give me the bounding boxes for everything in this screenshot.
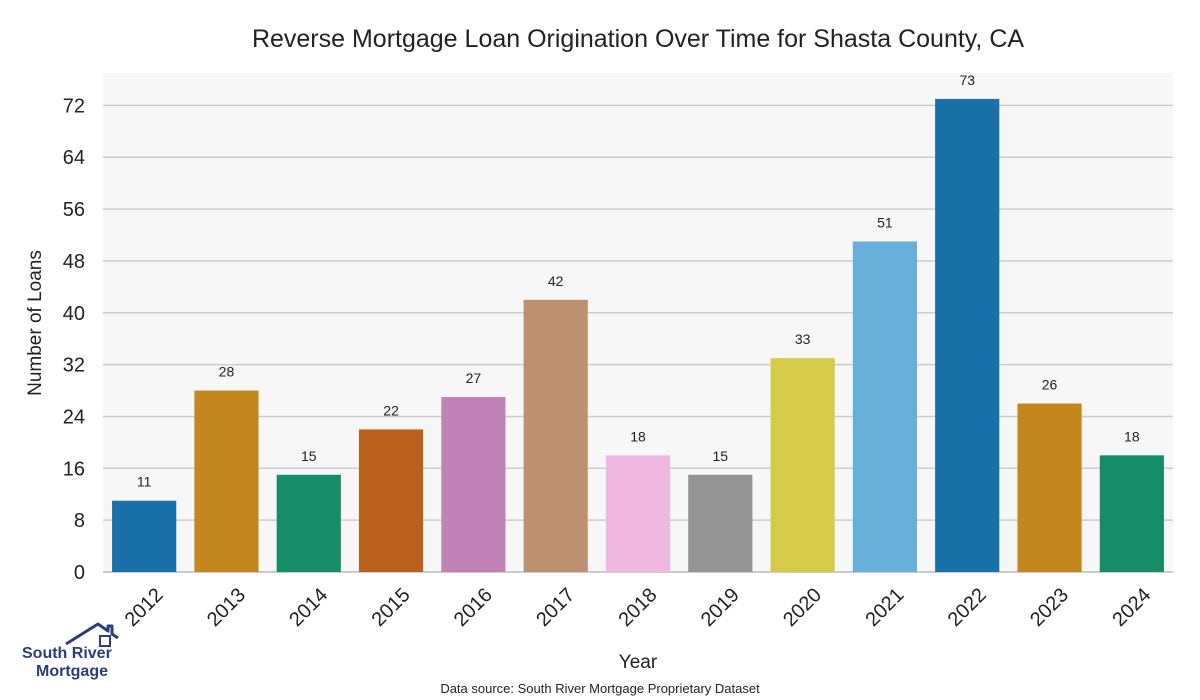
bar-2012 <box>112 500 177 572</box>
y-tick-label: 48 <box>63 251 85 273</box>
x-tick-label: 2020 <box>779 584 826 631</box>
bar-2021 <box>852 241 918 572</box>
x-tick-label: 2019 <box>697 584 744 631</box>
bar-value-label: 11 <box>137 474 152 490</box>
house-window-icon <box>99 635 111 647</box>
bar-value-label: 26 <box>1042 377 1058 393</box>
x-tick-label: 2017 <box>532 584 579 631</box>
x-tick-label: 2022 <box>944 584 991 631</box>
bar-value-label: 22 <box>383 402 399 418</box>
bar-2013 <box>194 390 259 572</box>
x-tick-label: 2013 <box>203 584 250 631</box>
chart-title: Reverse Mortgage Loan Origination Over T… <box>252 25 1024 53</box>
company-logo: South River Mortgage <box>22 622 119 680</box>
bar-value-labels: 11 28 15 22 27 42 18 15 33 51 73 26 18 <box>137 72 1140 490</box>
logo-line-2: Mortgage <box>36 663 108 680</box>
data-source-note: Data source: South River Mortgage Propri… <box>440 681 760 696</box>
bar-2022 <box>935 98 1000 572</box>
bar-value-label: 42 <box>548 273 564 289</box>
bar-2016 <box>441 397 506 572</box>
house-roof-icon <box>65 622 119 646</box>
bar-value-label: 15 <box>301 448 317 464</box>
bar-2023 <box>1017 403 1082 572</box>
y-tick-label: 32 <box>63 355 85 377</box>
y-tick-label: 56 <box>63 199 85 221</box>
bar-value-label: 15 <box>713 448 729 464</box>
y-tick-label: 64 <box>63 147 85 169</box>
bar-2019 <box>688 474 753 572</box>
bar-value-label: 18 <box>1124 428 1140 444</box>
x-tick-label: 2012 <box>121 584 168 631</box>
x-tick-label: 2021 <box>861 584 908 631</box>
y-tick-label: 0 <box>74 562 85 584</box>
x-axis-label: Year <box>619 652 658 673</box>
bar-2018 <box>605 455 671 572</box>
x-tick-label: 2024 <box>1108 584 1155 631</box>
x-tick-label: 2018 <box>615 584 662 631</box>
bar-value-label: 51 <box>877 214 893 230</box>
y-tick-label: 40 <box>63 303 85 325</box>
x-axis-ticks: 2012 2013 2014 2015 2016 2017 2018 2019 2020 2021… <box>121 584 1156 631</box>
bar-2017 <box>523 299 588 572</box>
x-tick-label: 2016 <box>450 584 497 631</box>
logo-line-1: South River <box>22 645 112 662</box>
x-tick-label: 2014 <box>285 584 332 631</box>
bar-value-label: 73 <box>959 72 975 88</box>
bars <box>112 98 1164 572</box>
y-tick-label: 24 <box>63 406 85 428</box>
bar-2014 <box>276 474 341 572</box>
bar-value-label: 33 <box>795 331 811 347</box>
y-axis-label: Number of Loans <box>25 250 46 396</box>
y-axis-ticks: 0 8 16 24 32 40 48 56 64 72 <box>63 95 85 584</box>
bar-2024 <box>1099 455 1164 572</box>
y-tick-label: 72 <box>63 95 85 117</box>
bar-2015 <box>358 429 424 572</box>
bar-2020 <box>770 358 835 572</box>
bar-value-label: 18 <box>630 428 646 444</box>
bar-value-label: 28 <box>219 364 235 380</box>
y-tick-label: 16 <box>63 458 85 480</box>
bar-value-label: 27 <box>466 370 482 386</box>
x-tick-label: 2015 <box>368 584 415 631</box>
y-tick-label: 8 <box>74 510 85 532</box>
x-tick-label: 2023 <box>1026 584 1073 631</box>
